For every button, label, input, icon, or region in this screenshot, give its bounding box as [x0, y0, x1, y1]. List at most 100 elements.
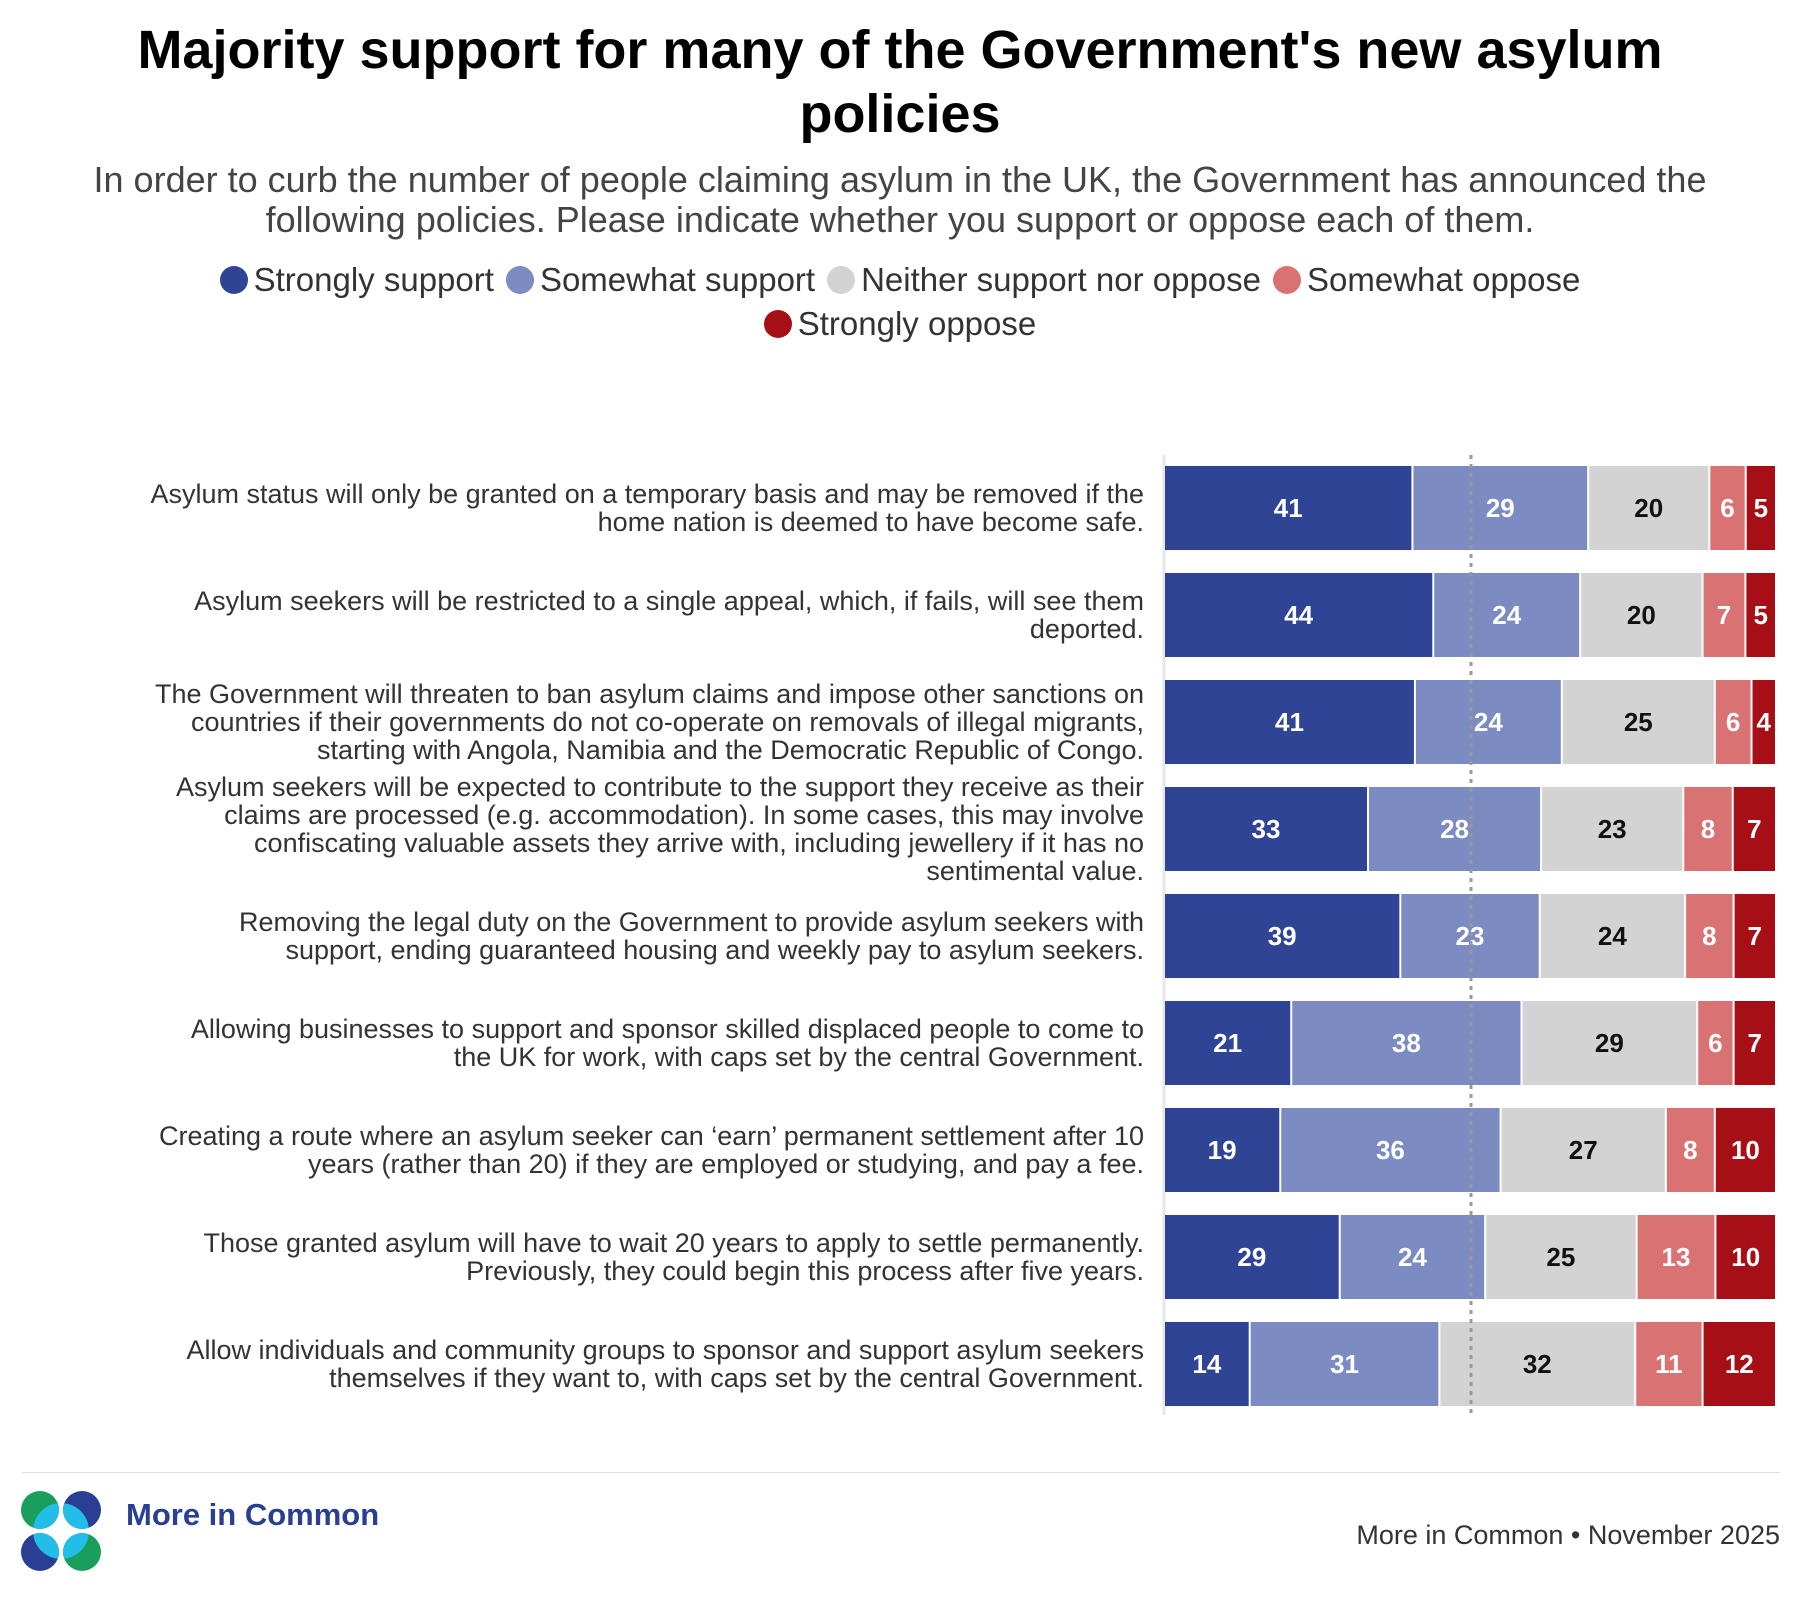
data-label: 41: [1275, 707, 1304, 737]
data-label: 7: [1748, 921, 1762, 951]
data-label: 8: [1683, 1135, 1697, 1165]
data-label: 7: [1717, 600, 1731, 630]
bar-segment: [1292, 1001, 1521, 1085]
data-label: 6: [1708, 1028, 1722, 1058]
data-label: 38: [1392, 1028, 1421, 1058]
bar-segment: [1165, 1322, 1249, 1406]
bar-segment: [1434, 573, 1580, 657]
data-label: 25: [1624, 707, 1653, 737]
category-label-line: claims are processed (e.g. accommodation…: [224, 800, 1144, 830]
bar-segment: [1165, 1215, 1339, 1299]
data-label: 21: [1213, 1028, 1242, 1058]
category-label-line: Asylum seekers will be expected to contr…: [176, 772, 1144, 802]
bar-segment: [1715, 680, 1751, 764]
data-label: 6: [1720, 493, 1734, 523]
legend-swatch: [1273, 266, 1302, 294]
data-label: 13: [1662, 1242, 1691, 1272]
bar-segment: [1716, 1215, 1775, 1299]
legend-label: Somewhat oppose: [1307, 261, 1581, 298]
bar-segment: [1562, 680, 1714, 764]
bar-segment: [1703, 573, 1745, 657]
category-label: Allow individuals and community groups t…: [0, 1322, 1145, 1406]
bar-segment: [1415, 680, 1561, 764]
legend-swatch: [827, 266, 856, 294]
data-label: 14: [1192, 1349, 1221, 1379]
data-label: 36: [1376, 1135, 1405, 1165]
data-label: 32: [1523, 1349, 1552, 1379]
bar-segment: [1752, 680, 1775, 764]
source-footer: More in Common • November 2025: [1356, 1520, 1780, 1550]
bar-segment: [1733, 787, 1775, 871]
bar-segment: [1165, 466, 1412, 550]
legend-item: Strongly support: [219, 258, 494, 302]
footer-divider: [22, 1472, 1780, 1473]
bar-segment: [1703, 1322, 1775, 1406]
data-label: 29: [1237, 1242, 1266, 1272]
chart-subtitle: In order to curb the number of people cl…: [93, 159, 1707, 240]
bar-segment: [1746, 466, 1775, 550]
data-label: 39: [1268, 921, 1297, 951]
bar-segment: [1542, 787, 1683, 871]
bar-segment: [1666, 1108, 1714, 1192]
data-label: 4: [1757, 707, 1772, 737]
category-label-line: Those granted asylum will have to wait 2…: [203, 1228, 1144, 1258]
legend-item: Neither support nor oppose: [827, 258, 1261, 302]
data-label: 44: [1284, 600, 1313, 630]
category-label: Asylum seekers will be restricted to a s…: [0, 573, 1144, 657]
data-label: 5: [1754, 493, 1768, 523]
category-label: Allowing businesses to support and spons…: [0, 1001, 1144, 1085]
bar-segment: [1440, 1322, 1635, 1406]
legend-item: Somewhat oppose: [1273, 258, 1580, 302]
bar-segment: [1281, 1108, 1500, 1192]
bar-segment: [1636, 1322, 1702, 1406]
data-label: 8: [1701, 814, 1715, 844]
chart-title: Majority support for many of the Governm…: [137, 20, 1663, 144]
legend-label: Neither support nor oppose: [861, 261, 1262, 298]
bar-segment: [1698, 1001, 1733, 1085]
data-label: 29: [1486, 493, 1515, 523]
bar-segment: [1637, 1215, 1715, 1299]
data-label: 27: [1569, 1135, 1598, 1165]
bar-segment: [1734, 1001, 1775, 1085]
data-label: 20: [1634, 493, 1663, 523]
category-label-line: Removing the legal duty on the Governmen…: [239, 907, 1144, 937]
category-label-line: starting with Angola, Namibia and the De…: [317, 735, 1144, 765]
bar-segment: [1165, 680, 1414, 764]
category-label-line: themselves if they want to, with caps se…: [329, 1363, 1144, 1393]
legend-swatch: [505, 266, 534, 294]
data-label: 20: [1627, 600, 1656, 630]
bar-segment: [1501, 1108, 1665, 1192]
bar-segment: [1589, 466, 1709, 550]
data-label: 31: [1330, 1349, 1359, 1379]
category-label-line: support, ending guaranteed housing and w…: [285, 935, 1144, 965]
bar-segment: [1165, 573, 1433, 657]
data-label: 10: [1731, 1135, 1760, 1165]
data-label: 24: [1474, 707, 1503, 737]
category-label-line: Asylum seekers will be restricted to a s…: [194, 586, 1144, 616]
data-label: 6: [1726, 707, 1740, 737]
data-label: 28: [1440, 814, 1469, 844]
category-label: Removing the legal duty on the Governmen…: [0, 894, 1144, 978]
data-label: 24: [1598, 921, 1627, 951]
more-in-common-logo-icon: [21, 1491, 101, 1571]
data-label: 25: [1546, 1242, 1575, 1272]
data-label: 5: [1753, 600, 1767, 630]
category-label-line: countries if their governments do not co…: [191, 707, 1144, 737]
legend-swatch: [219, 266, 248, 294]
category-label-line: sentimental value.: [926, 856, 1144, 886]
legend-label: Somewhat support: [539, 261, 816, 298]
category-label: Creating a route where an asylum seeker …: [0, 1108, 1144, 1192]
bar-segment: [1165, 1108, 1280, 1192]
category-label-line: Asylum status will only be granted on a …: [150, 479, 1145, 509]
data-label: 12: [1725, 1349, 1754, 1379]
bar-segment: [1710, 466, 1745, 550]
legend: Strongly support Somewhat support Neither …: [214, 258, 1587, 346]
bar-segment: [1746, 573, 1775, 657]
category-label-line: home nation is deemed to have become saf…: [597, 507, 1144, 537]
bar-segment: [1369, 787, 1541, 871]
category-label-line: the UK for work, with caps set by the ce…: [453, 1042, 1144, 1072]
legend-label: Strongly support: [253, 261, 494, 298]
bar-segment: [1540, 894, 1685, 978]
data-label: 8: [1702, 921, 1716, 951]
